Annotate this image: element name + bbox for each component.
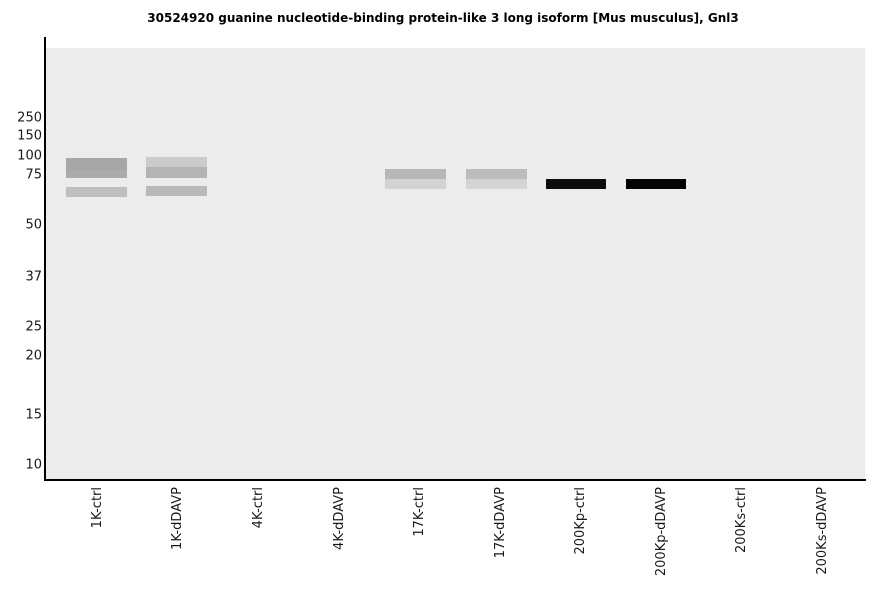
x-lane-label: 200Kp-dDAVP — [654, 487, 669, 577]
y-tick-label: 100 — [17, 148, 42, 164]
y-tick-label: 50 — [25, 217, 42, 233]
y-tick-label: 37 — [25, 269, 42, 285]
x-lane-label: 4K-ctrl — [251, 487, 266, 529]
y-tick-label: 75 — [25, 167, 42, 183]
y-tick-label: 25 — [25, 319, 42, 335]
x-lane-label: 17K-dDAVP — [493, 487, 508, 559]
x-lane-label: 1K-ctrl — [90, 487, 105, 529]
x-lane-label: 1K-dDAVP — [170, 487, 185, 550]
x-lane-label: 200Ks-dDAVP — [815, 487, 830, 575]
plot-area — [46, 48, 865, 479]
x-lane-label: 4K-dDAVP — [332, 487, 347, 550]
y-tick-label: 250 — [17, 110, 42, 126]
x-lane-label: 200Ks-ctrl — [734, 487, 749, 554]
y-axis-spine — [44, 37, 46, 481]
y-tick-label: 15 — [25, 407, 42, 423]
y-tick-label: 150 — [17, 128, 42, 144]
x-lane-label: 200Kp-ctrl — [573, 487, 588, 555]
x-lane-label: 17K-ctrl — [412, 487, 427, 537]
y-tick-label: 10 — [25, 457, 42, 473]
x-axis-spine — [44, 479, 866, 481]
y-tick-label: 20 — [25, 348, 42, 364]
plot-title: 30524920 guanine nucleotide-binding prot… — [147, 11, 739, 25]
